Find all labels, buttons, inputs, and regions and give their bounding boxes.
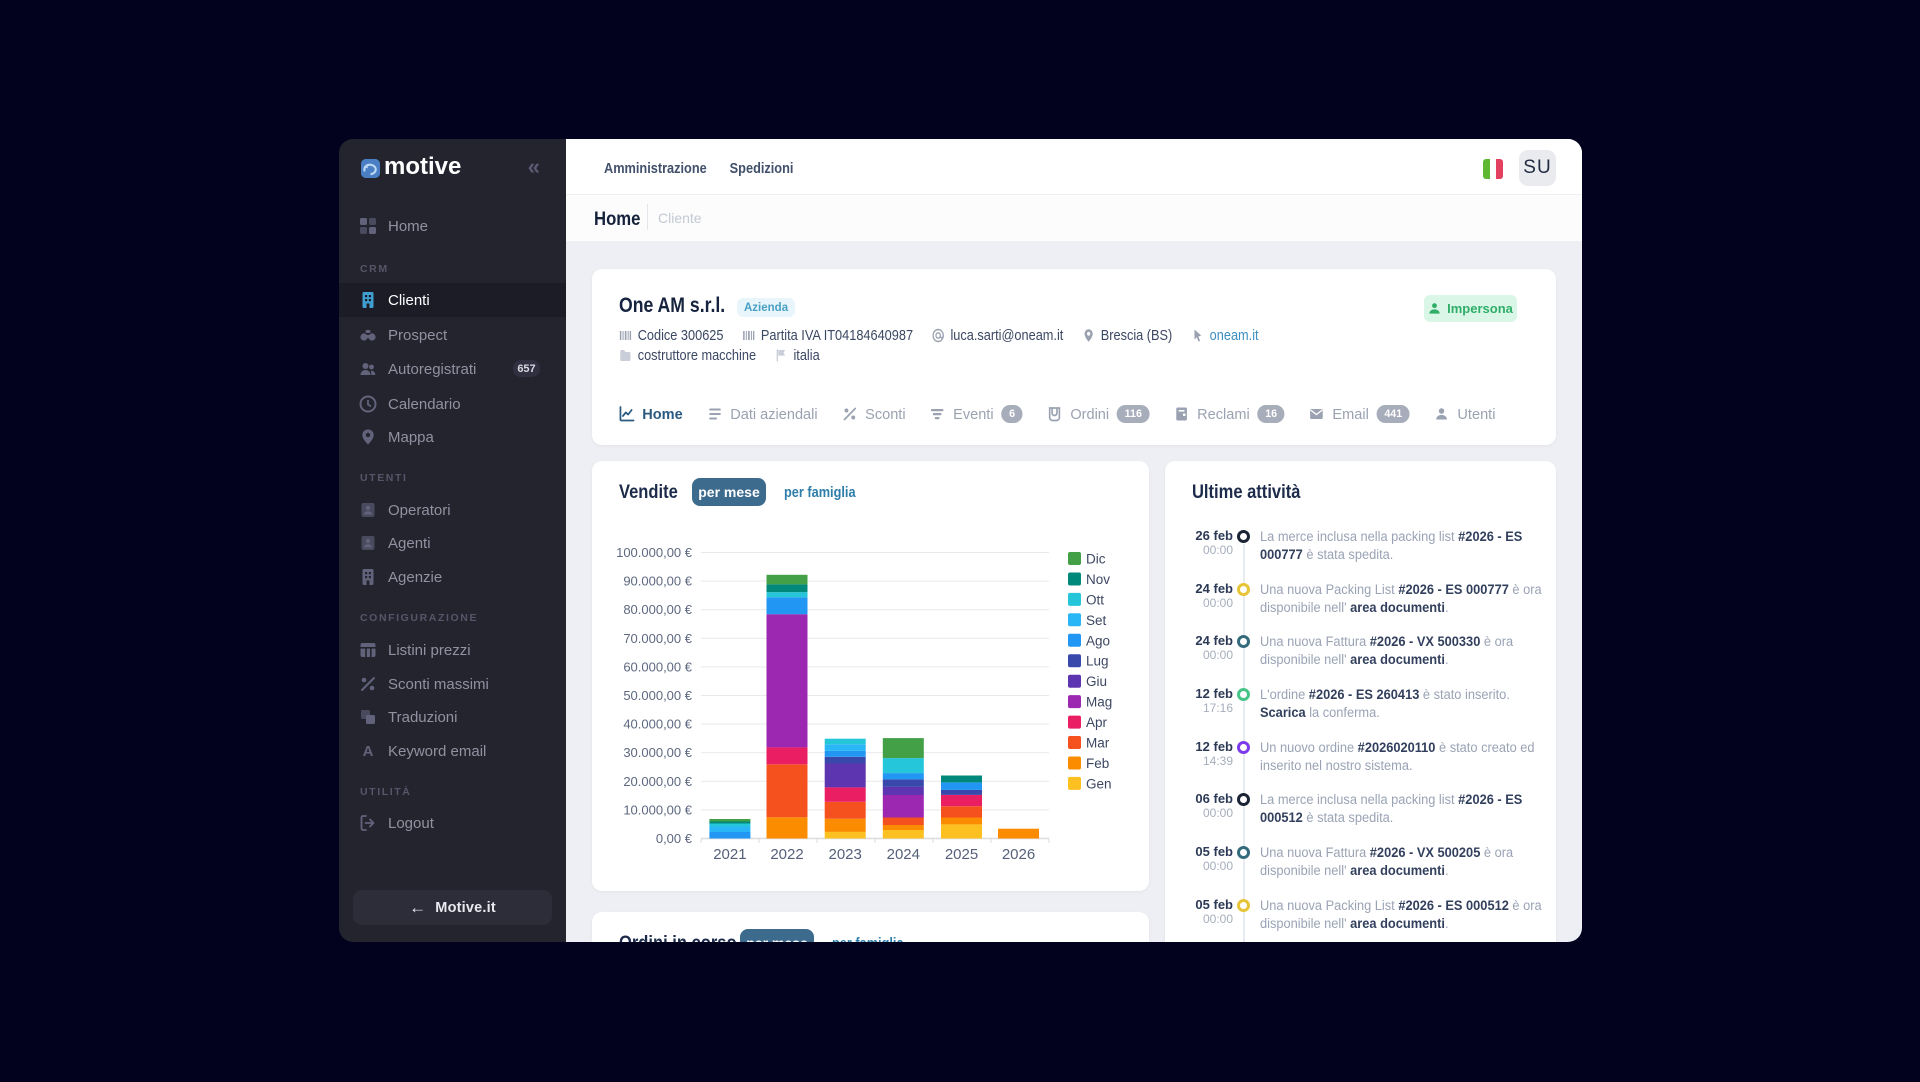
svg-text:Apr: Apr	[1086, 715, 1108, 730]
svg-text:40.000,00 €: 40.000,00 €	[623, 717, 692, 732]
svg-text:50.000,00 €: 50.000,00 €	[623, 688, 692, 703]
svg-text:Gen: Gen	[1086, 776, 1112, 791]
svg-text:80.000,00 €: 80.000,00 €	[623, 602, 692, 617]
svg-text:Dic: Dic	[1086, 552, 1106, 567]
svg-text:Ago: Ago	[1086, 633, 1110, 648]
svg-text:20.000,00 €: 20.000,00 €	[623, 774, 692, 789]
svg-text:2026: 2026	[1002, 846, 1035, 863]
svg-text:90.000,00 €: 90.000,00 €	[623, 574, 692, 589]
svg-text:Mar: Mar	[1086, 736, 1110, 751]
svg-text:Ott: Ott	[1086, 592, 1104, 607]
svg-text:2025: 2025	[945, 846, 978, 863]
svg-text:Mag: Mag	[1086, 695, 1112, 710]
svg-text:2023: 2023	[829, 846, 862, 863]
svg-text:Giu: Giu	[1086, 674, 1107, 689]
svg-text:Feb: Feb	[1086, 756, 1109, 771]
svg-text:10.000,00 €: 10.000,00 €	[623, 802, 692, 817]
svg-text:70.000,00 €: 70.000,00 €	[623, 631, 692, 646]
svg-text:2021: 2021	[713, 846, 746, 863]
svg-text:Nov: Nov	[1086, 572, 1110, 587]
svg-text:100.000,00 €: 100.000,00 €	[616, 545, 693, 560]
svg-text:0,00 €: 0,00 €	[656, 831, 693, 846]
svg-text:A: A	[363, 743, 374, 760]
svg-text:30.000,00 €: 30.000,00 €	[623, 745, 692, 760]
svg-text:Set: Set	[1086, 613, 1107, 628]
svg-text:2022: 2022	[770, 846, 803, 863]
svg-text:Lug: Lug	[1086, 654, 1109, 669]
svg-text:2024: 2024	[887, 846, 920, 863]
svg-text:60.000,00 €: 60.000,00 €	[623, 659, 692, 674]
